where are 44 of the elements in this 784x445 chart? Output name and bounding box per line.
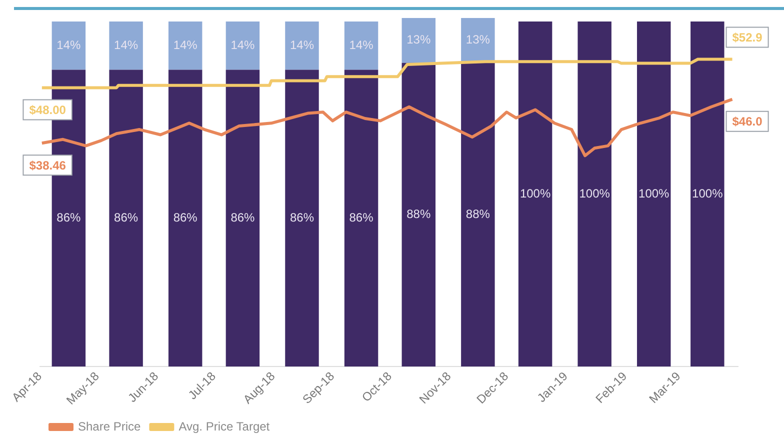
data-label: 14% — [56, 38, 82, 52]
bar — [285, 70, 319, 367]
data-label: 100% — [520, 186, 551, 200]
data-label: 14% — [349, 38, 374, 52]
bar — [226, 70, 260, 367]
data-label: 88% — [406, 207, 431, 222]
data-label: $46.0 — [732, 114, 763, 129]
bar — [168, 70, 202, 367]
bar — [402, 62, 436, 367]
data-label: 14% — [114, 38, 138, 52]
data-label: $52.9 — [732, 30, 763, 45]
bar — [226, 21, 260, 70]
data-label: 13% — [406, 32, 431, 47]
legend-label: Share Price — [78, 419, 142, 434]
bar — [461, 62, 495, 367]
data-label: $38.46 — [29, 158, 66, 172]
data-label: 86% — [290, 210, 314, 224]
data-label: 86% — [349, 210, 374, 224]
data-label: 14% — [230, 38, 256, 52]
bar — [109, 70, 143, 367]
bar — [168, 21, 202, 70]
data-label: 100% — [692, 186, 724, 200]
data-label: 13% — [466, 32, 490, 47]
bar — [636, 21, 671, 367]
data-label: 86% — [173, 210, 198, 224]
bar — [578, 21, 612, 367]
legend-label: Avg. Price Target — [178, 419, 270, 434]
data-label: $48.00 — [29, 103, 66, 118]
data-label: 88% — [466, 207, 490, 222]
data-label: 86% — [56, 210, 82, 224]
data-label: 14% — [173, 38, 198, 52]
bar — [690, 21, 724, 367]
data-label: 86% — [230, 210, 256, 224]
data-label: 100% — [638, 186, 670, 200]
data-label: 86% — [114, 210, 138, 224]
data-label: 100% — [579, 186, 610, 200]
bar — [344, 70, 378, 367]
bar — [402, 18, 436, 63]
bar — [109, 21, 143, 70]
bar — [344, 21, 378, 70]
data-label: 14% — [290, 38, 314, 52]
bar — [52, 21, 86, 70]
bar — [518, 21, 552, 367]
bar — [285, 21, 319, 70]
